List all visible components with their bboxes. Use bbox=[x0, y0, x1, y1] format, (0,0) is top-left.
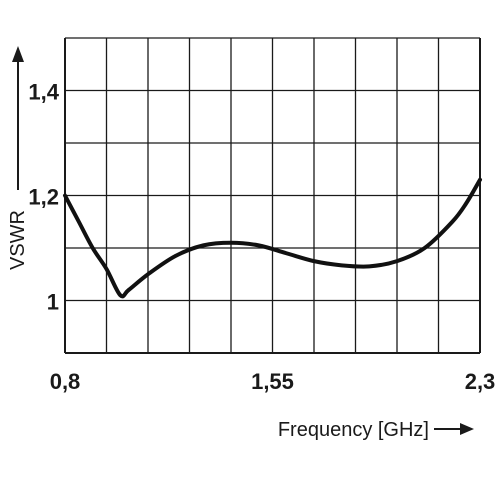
x-tick-label: 0,8 bbox=[50, 369, 81, 394]
x-tick-label: 1,55 bbox=[251, 369, 294, 394]
x-tick-labels: 0,8 1,55 2,3 bbox=[50, 369, 496, 394]
y-tick-label: 1,4 bbox=[28, 80, 59, 105]
y-tick-label: 1,2 bbox=[28, 185, 59, 210]
vswr-series-line bbox=[63, 177, 482, 299]
x-axis-label: Frequency [GHz] bbox=[278, 419, 429, 441]
x-axis-arrow-icon bbox=[434, 423, 474, 435]
y-tick-labels: 1 1,2 1,4 bbox=[28, 80, 59, 315]
grid bbox=[64, 37, 481, 354]
y-axis-label: VSWR bbox=[7, 210, 29, 270]
y-tick-label: 1 bbox=[47, 290, 59, 315]
y-axis-arrow-icon bbox=[12, 46, 24, 190]
x-tick-label: 2,3 bbox=[465, 369, 496, 394]
